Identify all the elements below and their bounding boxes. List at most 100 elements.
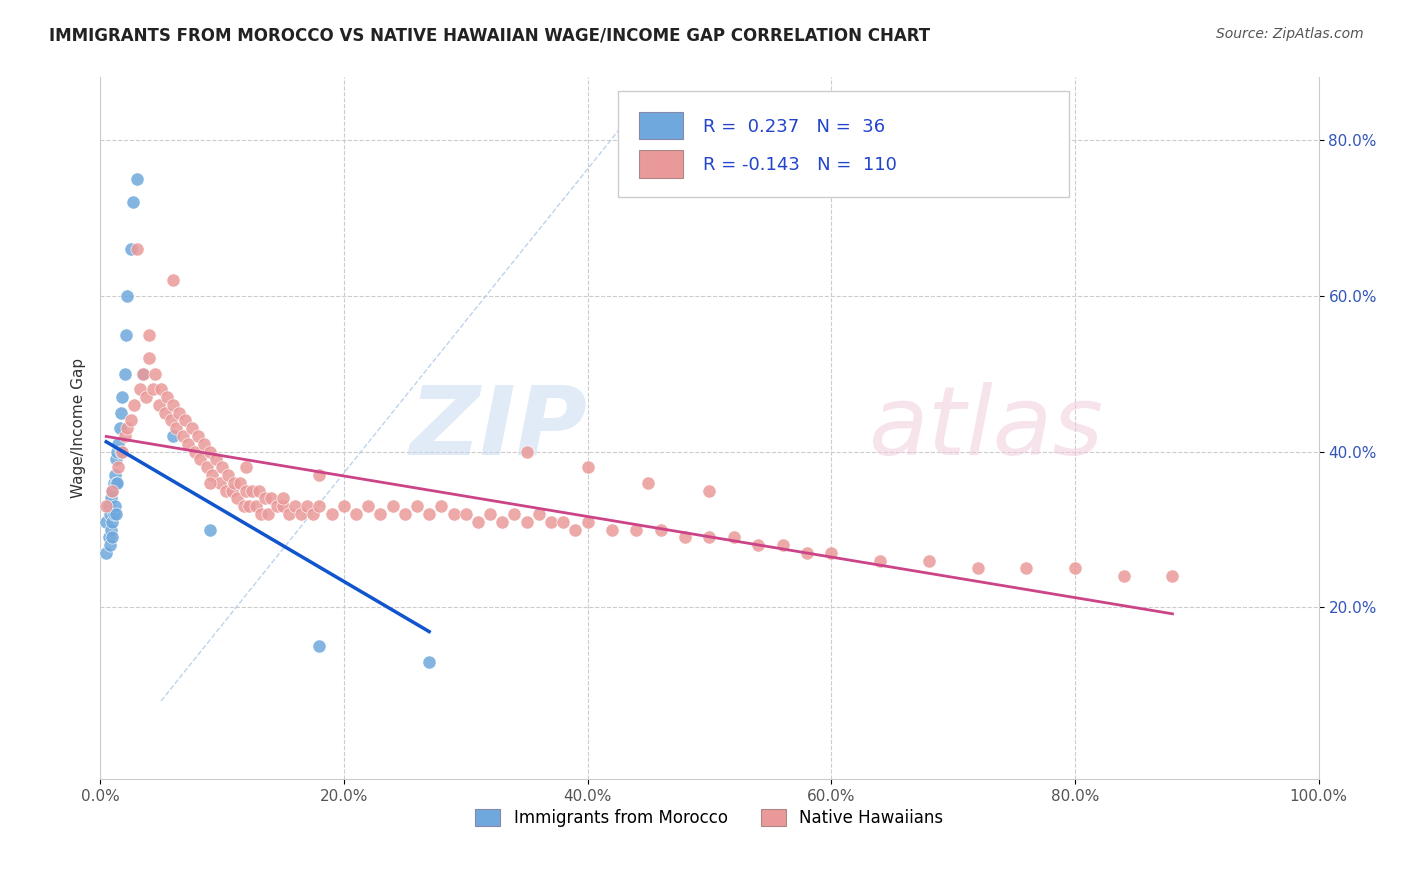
Point [96,546,118,560]
Point [162,398,184,412]
Point [600,523,623,537]
Point [107,436,129,450]
Point [214,483,236,498]
Text: atlas: atlas [868,382,1102,475]
Point [1064,561,1087,575]
Point [159,413,181,427]
Point [98,538,121,552]
Point [516,515,538,529]
Point [260,491,283,506]
Point [869,554,891,568]
Point [406,499,429,513]
Point [101,483,124,498]
Point [723,530,745,544]
Point [120,413,142,427]
Y-axis label: Wage/Income Gap: Wage/Income Gap [72,358,86,499]
Point [344,507,367,521]
Point [418,507,440,521]
Point [104,507,127,521]
Point [540,515,562,529]
Point [153,406,176,420]
Text: ZIP: ZIP [409,382,588,475]
Point [122,195,145,210]
Point [198,444,221,458]
Point [165,421,187,435]
Point [527,507,550,521]
Point [308,467,330,482]
Text: Source: ZipAtlas.com: Source: ZipAtlas.com [1216,27,1364,41]
Point [699,530,721,544]
Point [108,421,131,435]
Point [229,475,252,490]
Point [104,467,127,482]
Point [188,452,211,467]
Point [101,483,124,498]
Point [129,382,152,396]
FancyBboxPatch shape [638,112,683,139]
Point [169,406,191,420]
Point [626,523,648,537]
Point [97,530,120,544]
Point [105,475,128,490]
Point [100,491,122,506]
Point [284,499,307,513]
Point [235,460,257,475]
Point [232,499,254,513]
Point [454,507,477,521]
FancyBboxPatch shape [638,151,683,178]
Point [266,499,288,513]
Point [114,429,136,443]
Point [172,429,194,443]
Point [430,499,453,513]
Point [443,507,465,521]
Point [271,491,294,506]
Point [747,538,769,552]
Point [238,499,260,513]
Point [177,436,200,450]
Point [187,429,209,443]
Point [138,351,160,365]
Point [224,475,246,490]
Point [333,499,356,513]
Point [271,499,294,513]
Point [143,367,166,381]
Point [148,398,170,412]
Point [103,475,125,490]
Point [120,242,142,256]
Point [564,523,586,537]
Point [174,413,197,427]
Point [132,367,155,381]
Point [357,499,380,513]
Point [637,475,659,490]
Point [796,546,818,560]
Point [132,367,155,381]
Text: R = -0.143   N =  110: R = -0.143 N = 110 [703,156,897,174]
Point [290,507,312,521]
Point [104,475,127,490]
Point [97,499,120,513]
Point [553,515,575,529]
Point [115,288,138,302]
Point [100,523,122,537]
Point [184,444,207,458]
FancyBboxPatch shape [619,92,1069,197]
Point [96,499,118,513]
Point [225,491,247,506]
Point [110,406,132,420]
Point [208,475,231,490]
Point [1112,569,1135,583]
Point [205,452,228,467]
Point [198,475,221,490]
Point [245,499,267,513]
Point [503,507,526,521]
Text: R =  0.237   N =  36: R = 0.237 N = 36 [703,118,886,136]
Legend: Immigrants from Morocco, Native Hawaiians: Immigrants from Morocco, Native Hawaiian… [468,802,950,834]
Point [156,390,179,404]
Point [162,429,184,443]
Point [308,499,330,513]
Point [125,242,148,256]
Point [699,483,721,498]
Point [772,538,794,552]
Point [193,436,215,450]
Point [180,421,202,435]
